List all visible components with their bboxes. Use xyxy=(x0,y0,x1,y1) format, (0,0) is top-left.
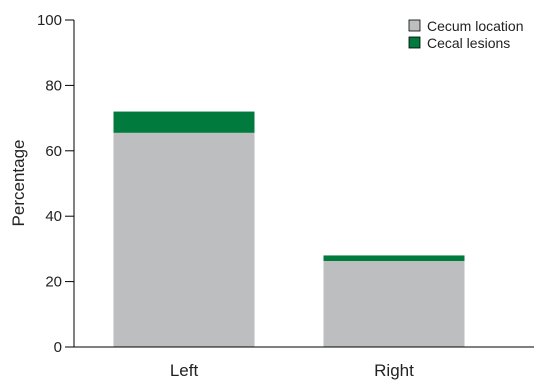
y-ticks: 0 20 40 60 80 100 xyxy=(37,12,74,356)
x-tick-label: Right xyxy=(374,361,414,380)
axes-layer xyxy=(73,20,534,348)
y-tick-label: 40 xyxy=(45,208,62,225)
bar-left-cecum-location xyxy=(113,132,255,347)
x-tick-labels: Left Right xyxy=(170,361,414,380)
x-tick-label: Left xyxy=(170,361,199,380)
bars-layer xyxy=(113,111,465,347)
y-tick-label: 20 xyxy=(45,274,62,291)
legend-swatch xyxy=(408,36,421,49)
y-tick-label: 0 xyxy=(54,339,62,356)
legend-swatch xyxy=(408,19,421,32)
y-tick-label: 60 xyxy=(45,143,62,160)
legend-label: Cecum location xyxy=(427,18,524,34)
bar-left-cecal-lesions xyxy=(113,111,255,133)
y-axis-title: Percentage xyxy=(9,140,28,227)
y-tick-label: 100 xyxy=(37,12,62,29)
legend-label: Cecal lesions xyxy=(427,35,510,51)
bar-right-cecal-lesions xyxy=(323,255,465,261)
bar-right-cecum-location xyxy=(323,260,465,347)
y-tick-label: 80 xyxy=(45,77,62,94)
